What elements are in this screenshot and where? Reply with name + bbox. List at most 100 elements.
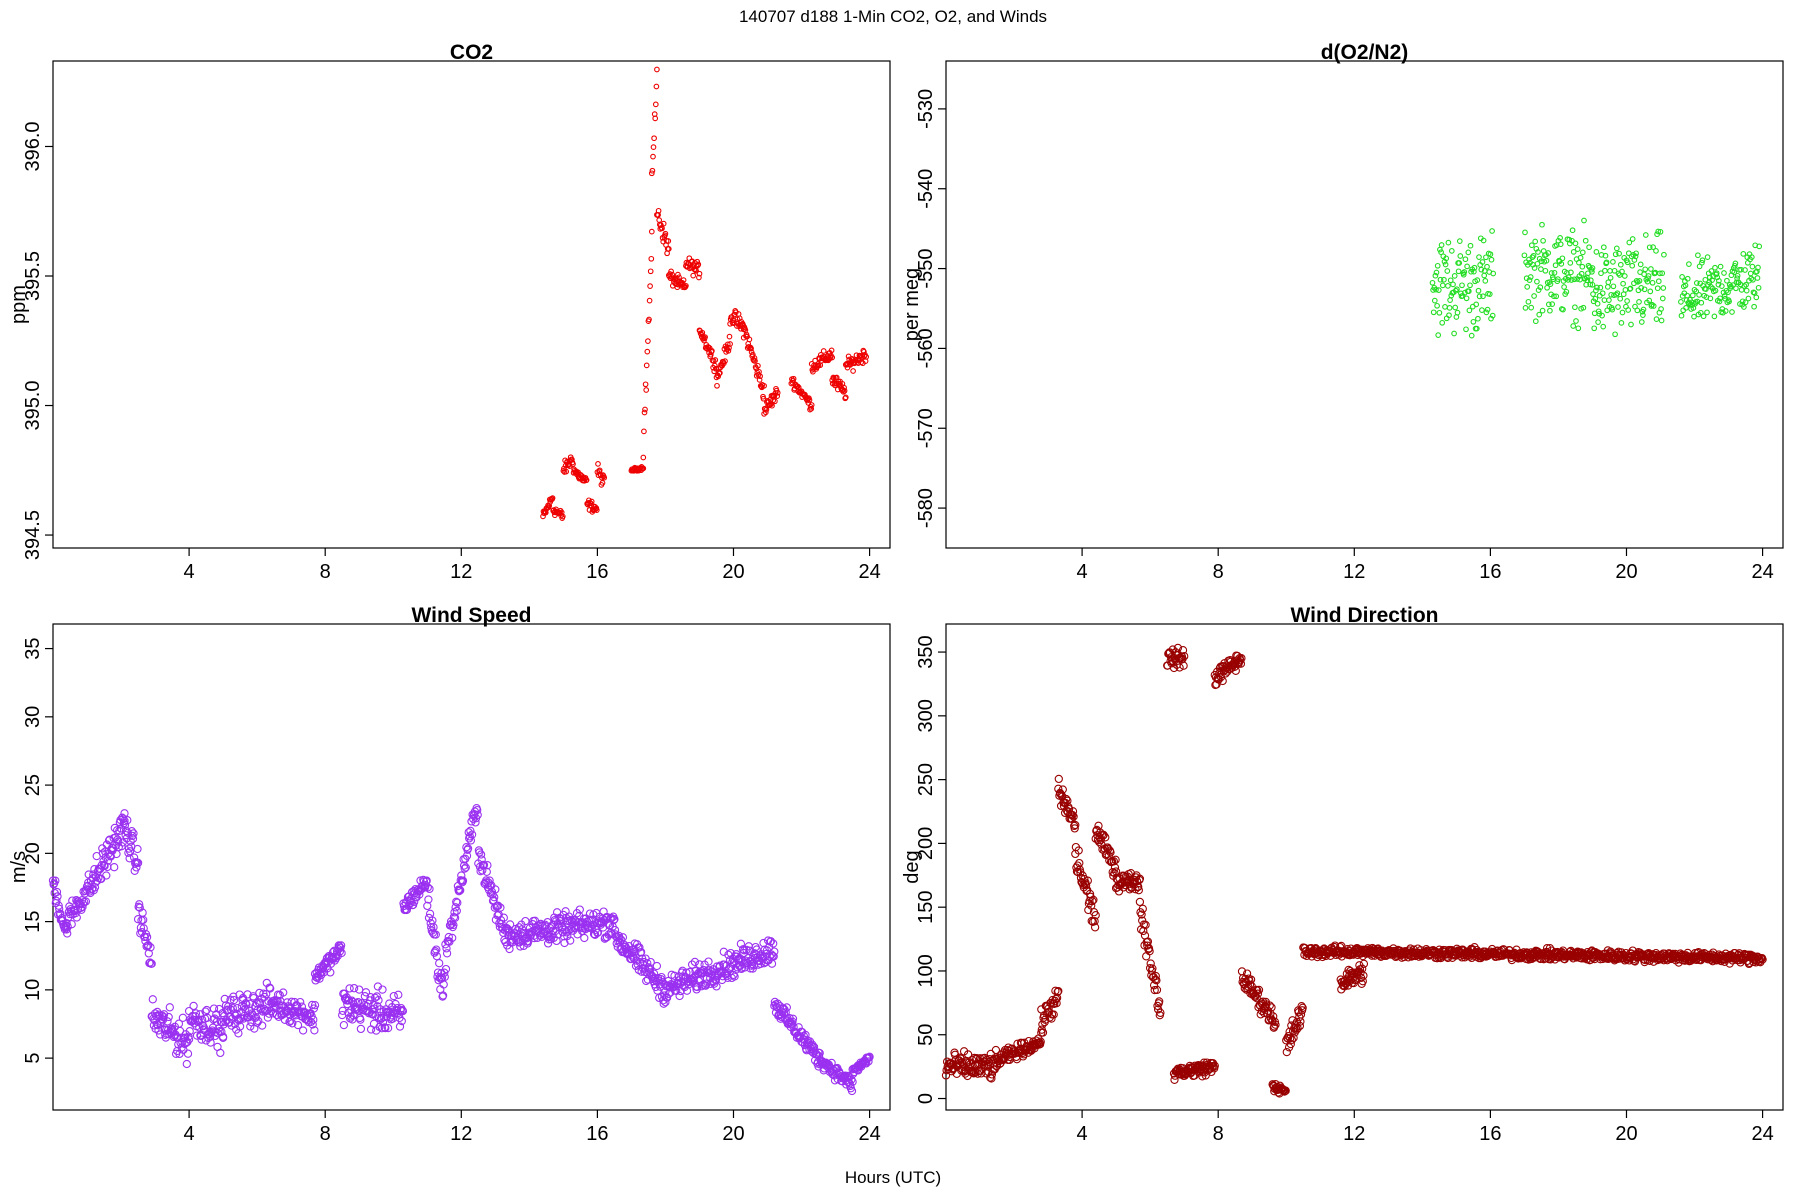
figure-suptitle: 140707 d188 1-Min CO2, O2, and Winds [739, 7, 1047, 26]
o2-point [1484, 306, 1491, 313]
wd-point [1282, 1047, 1291, 1057]
ws-point [220, 994, 229, 1004]
o2-point [1720, 309, 1726, 316]
ws-point [593, 928, 603, 937]
o2-point [1689, 292, 1696, 299]
o2-point [1463, 295, 1470, 302]
co2-point [549, 495, 556, 501]
o2-point [1579, 249, 1586, 256]
co2-point [559, 513, 566, 520]
wd-point [1295, 1021, 1305, 1031]
wd-point [1179, 661, 1188, 670]
co2-point [802, 391, 808, 398]
ws-point [182, 1059, 191, 1069]
o2-point [1557, 241, 1564, 248]
ws-point [864, 1057, 873, 1066]
o2-point [1448, 248, 1455, 254]
co2-point [640, 465, 647, 472]
wd-point [1269, 1012, 1278, 1021]
o2-point [1598, 270, 1604, 277]
ws-point [310, 1001, 320, 1010]
wd-point [1280, 1087, 1289, 1096]
co2-point [761, 382, 767, 389]
ws-point [144, 941, 153, 950]
ws-point [229, 995, 239, 1005]
co2-xtick-label: 8 [320, 561, 331, 583]
o2-point [1591, 325, 1598, 332]
o2-point [1683, 305, 1689, 311]
ws-point [675, 991, 684, 1001]
o2-point [1693, 288, 1700, 295]
wd-point [1758, 955, 1767, 964]
ws-point [652, 961, 662, 971]
wd-point [1069, 812, 1078, 821]
ws-point [479, 860, 489, 870]
co2-point [850, 368, 856, 374]
ws-ytick-label: 35 [22, 637, 44, 659]
ws-point [102, 871, 111, 880]
o2-point [1644, 278, 1651, 285]
o2-point [1731, 269, 1738, 276]
ws-ytick-label: 10 [22, 979, 44, 1001]
o2-point [1716, 298, 1723, 305]
ws-point [452, 906, 461, 916]
o2-point [1599, 312, 1605, 319]
wd-point [1287, 1035, 1297, 1044]
o2-point [1718, 283, 1725, 289]
ws-point [137, 927, 147, 937]
ws-point [326, 968, 335, 977]
ws-point [507, 931, 516, 941]
o2-point [1615, 304, 1621, 310]
o2-point [1621, 273, 1628, 279]
o2-point [1691, 313, 1697, 320]
o2-point [1650, 303, 1657, 309]
ws-point [378, 1018, 388, 1027]
ws-point [133, 858, 143, 868]
co2-point [648, 170, 655, 177]
ws-point [505, 920, 515, 929]
o2-point [1618, 320, 1625, 326]
co2-point [650, 144, 657, 150]
ws-point [421, 877, 431, 886]
wd-point [1068, 807, 1078, 816]
o2-point [1466, 307, 1473, 314]
o2-ytick-label: -560 [915, 328, 937, 368]
ws-point [380, 1023, 389, 1032]
co2-point [643, 387, 650, 393]
ws-point [235, 1022, 245, 1031]
wd-xtick-label: 16 [1479, 1123, 1501, 1145]
o2-point [1645, 273, 1652, 279]
ws-point [767, 950, 776, 959]
ws-point [389, 991, 398, 1001]
o2-point [1476, 293, 1483, 300]
o2-point [1653, 316, 1660, 322]
co2-point [680, 277, 687, 283]
ws-point [129, 829, 138, 838]
co2-point [648, 255, 655, 262]
ws-xtick-label: 8 [320, 1123, 331, 1145]
wd-point [1149, 981, 1159, 990]
o2-point [1479, 307, 1485, 313]
ws-point [566, 936, 575, 945]
o2-point [1686, 261, 1692, 267]
co2-point [694, 258, 701, 265]
wd-point [1265, 1001, 1274, 1010]
o2-point [1738, 287, 1745, 293]
wd-point [1288, 1016, 1297, 1025]
wd-ytick-label: 50 [915, 1024, 937, 1046]
co2-point [641, 409, 648, 416]
o2-point [1521, 252, 1528, 259]
ws-point [580, 933, 589, 943]
o2-point [1678, 312, 1685, 319]
o2-title: d(O2/N2) [1321, 41, 1409, 64]
ws-point [106, 852, 115, 861]
ws-point [298, 1026, 308, 1035]
ws-point [809, 1042, 819, 1052]
o2-ytick-label: -540 [915, 169, 937, 209]
o2-point [1633, 277, 1640, 284]
o2-point [1528, 304, 1535, 311]
ws-point [310, 1026, 319, 1035]
wd-point [1210, 1061, 1219, 1070]
wd-point [963, 1050, 973, 1059]
wd-point [1054, 774, 1063, 784]
